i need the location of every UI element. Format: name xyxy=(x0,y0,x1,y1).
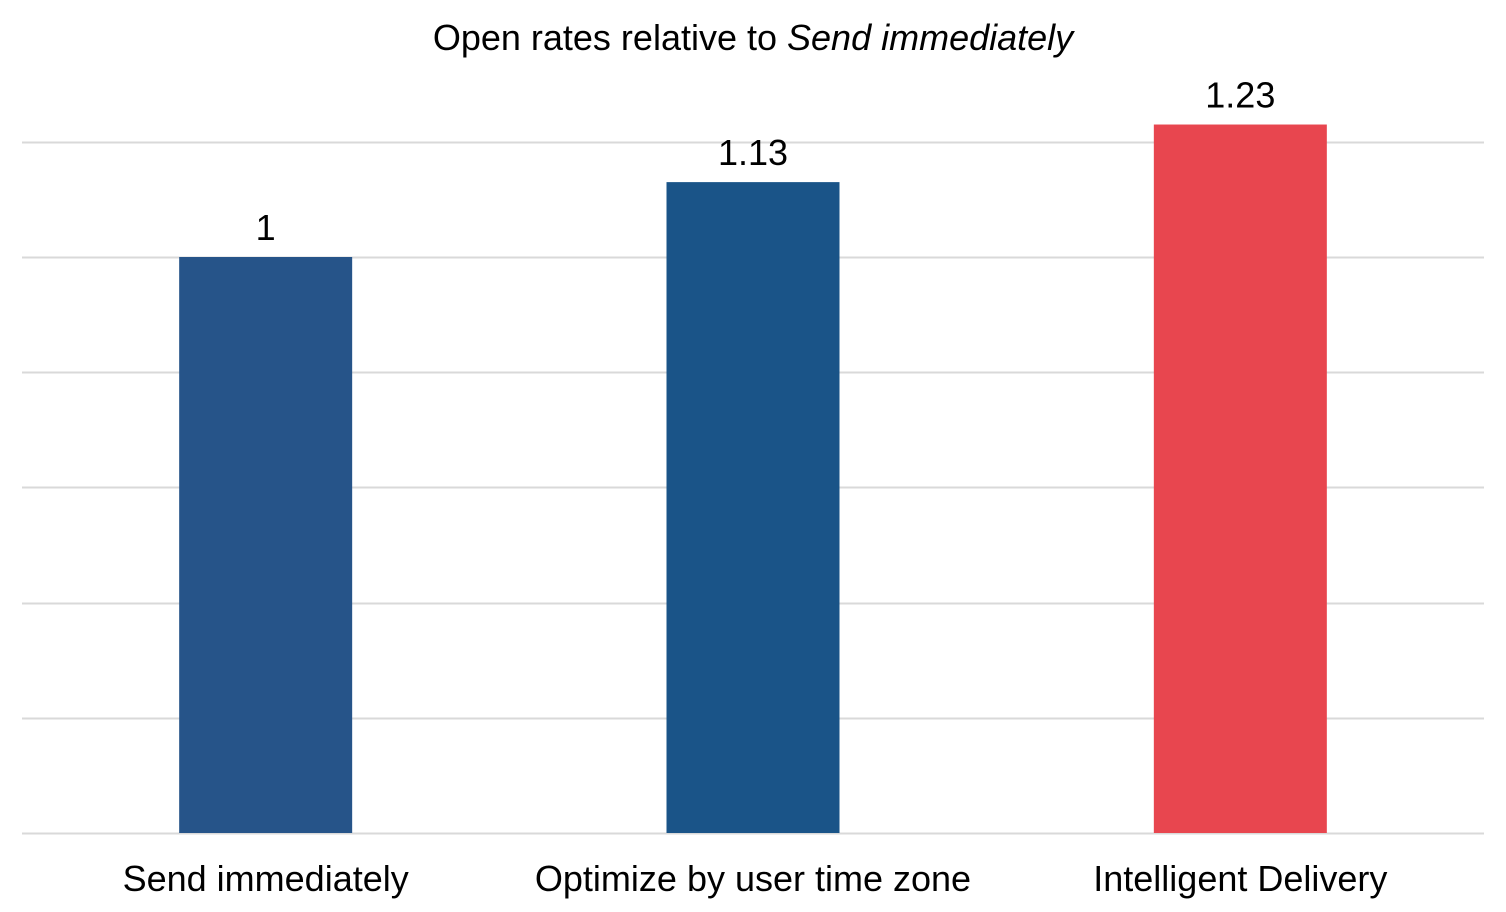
x-tick-label-1: Optimize by user time zone xyxy=(535,858,971,899)
data-label-0: 1 xyxy=(256,207,276,248)
data-label-1: 1.13 xyxy=(718,132,788,173)
bars xyxy=(179,124,1327,833)
x-tick-label-2: Intelligent Delivery xyxy=(1093,858,1387,899)
bar-0 xyxy=(179,257,353,833)
chart-title-prefix: Open rates relative to xyxy=(432,17,788,58)
x-axis-tick-labels: Send immediately Optimize by user time zo… xyxy=(123,858,1388,899)
chart-title-emphasis: Send immediately xyxy=(787,17,1074,58)
bar-2 xyxy=(1153,124,1327,833)
data-label-2: 1.23 xyxy=(1205,75,1275,116)
x-tick-label-0: Send immediately xyxy=(123,858,409,899)
bar-1 xyxy=(666,182,840,833)
chart-title: Open rates relative to Send immediately xyxy=(0,16,1506,60)
data-labels: 1 1.13 1.23 xyxy=(256,75,1276,248)
